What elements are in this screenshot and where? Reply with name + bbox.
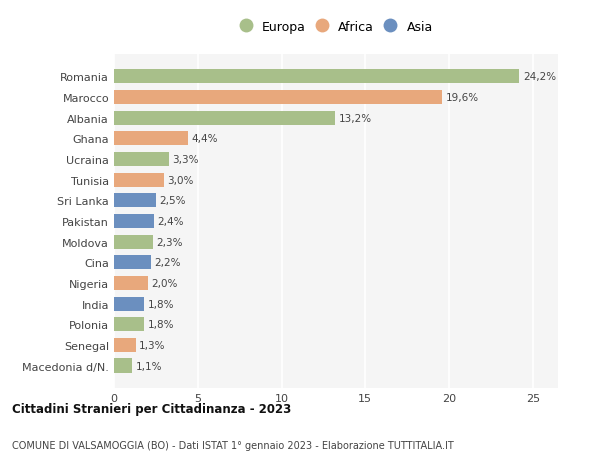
- Bar: [114, 70, 520, 84]
- Bar: [114, 256, 151, 270]
- Bar: [114, 91, 442, 105]
- Text: 24,2%: 24,2%: [523, 72, 556, 82]
- Text: 3,3%: 3,3%: [173, 155, 199, 165]
- Bar: [114, 132, 188, 146]
- Bar: [114, 153, 169, 167]
- Text: 1,8%: 1,8%: [148, 299, 174, 309]
- Bar: [114, 297, 144, 311]
- Bar: [114, 235, 152, 249]
- Bar: [114, 173, 164, 187]
- Bar: [114, 214, 154, 229]
- Text: 1,1%: 1,1%: [136, 361, 162, 371]
- Text: 13,2%: 13,2%: [338, 113, 371, 123]
- Bar: [114, 112, 335, 125]
- Text: 2,2%: 2,2%: [154, 257, 181, 268]
- Text: 2,4%: 2,4%: [158, 217, 184, 226]
- Bar: [114, 318, 144, 331]
- Bar: [114, 338, 136, 352]
- Text: 2,3%: 2,3%: [156, 237, 182, 247]
- Text: 19,6%: 19,6%: [446, 93, 479, 103]
- Bar: [114, 359, 133, 373]
- Legend: Europa, Africa, Asia: Europa, Africa, Asia: [239, 22, 433, 34]
- Text: 2,0%: 2,0%: [151, 278, 177, 288]
- Bar: [114, 194, 156, 208]
- Text: 4,4%: 4,4%: [191, 134, 218, 144]
- Text: 1,3%: 1,3%: [139, 340, 166, 350]
- Text: 2,5%: 2,5%: [159, 196, 186, 206]
- Text: 1,8%: 1,8%: [148, 319, 174, 330]
- Text: 3,0%: 3,0%: [167, 175, 194, 185]
- Text: Cittadini Stranieri per Cittadinanza - 2023: Cittadini Stranieri per Cittadinanza - 2…: [12, 403, 291, 415]
- Bar: [114, 276, 148, 290]
- Text: COMUNE DI VALSAMOGGIA (BO) - Dati ISTAT 1° gennaio 2023 - Elaborazione TUTTITALI: COMUNE DI VALSAMOGGIA (BO) - Dati ISTAT …: [12, 440, 454, 450]
